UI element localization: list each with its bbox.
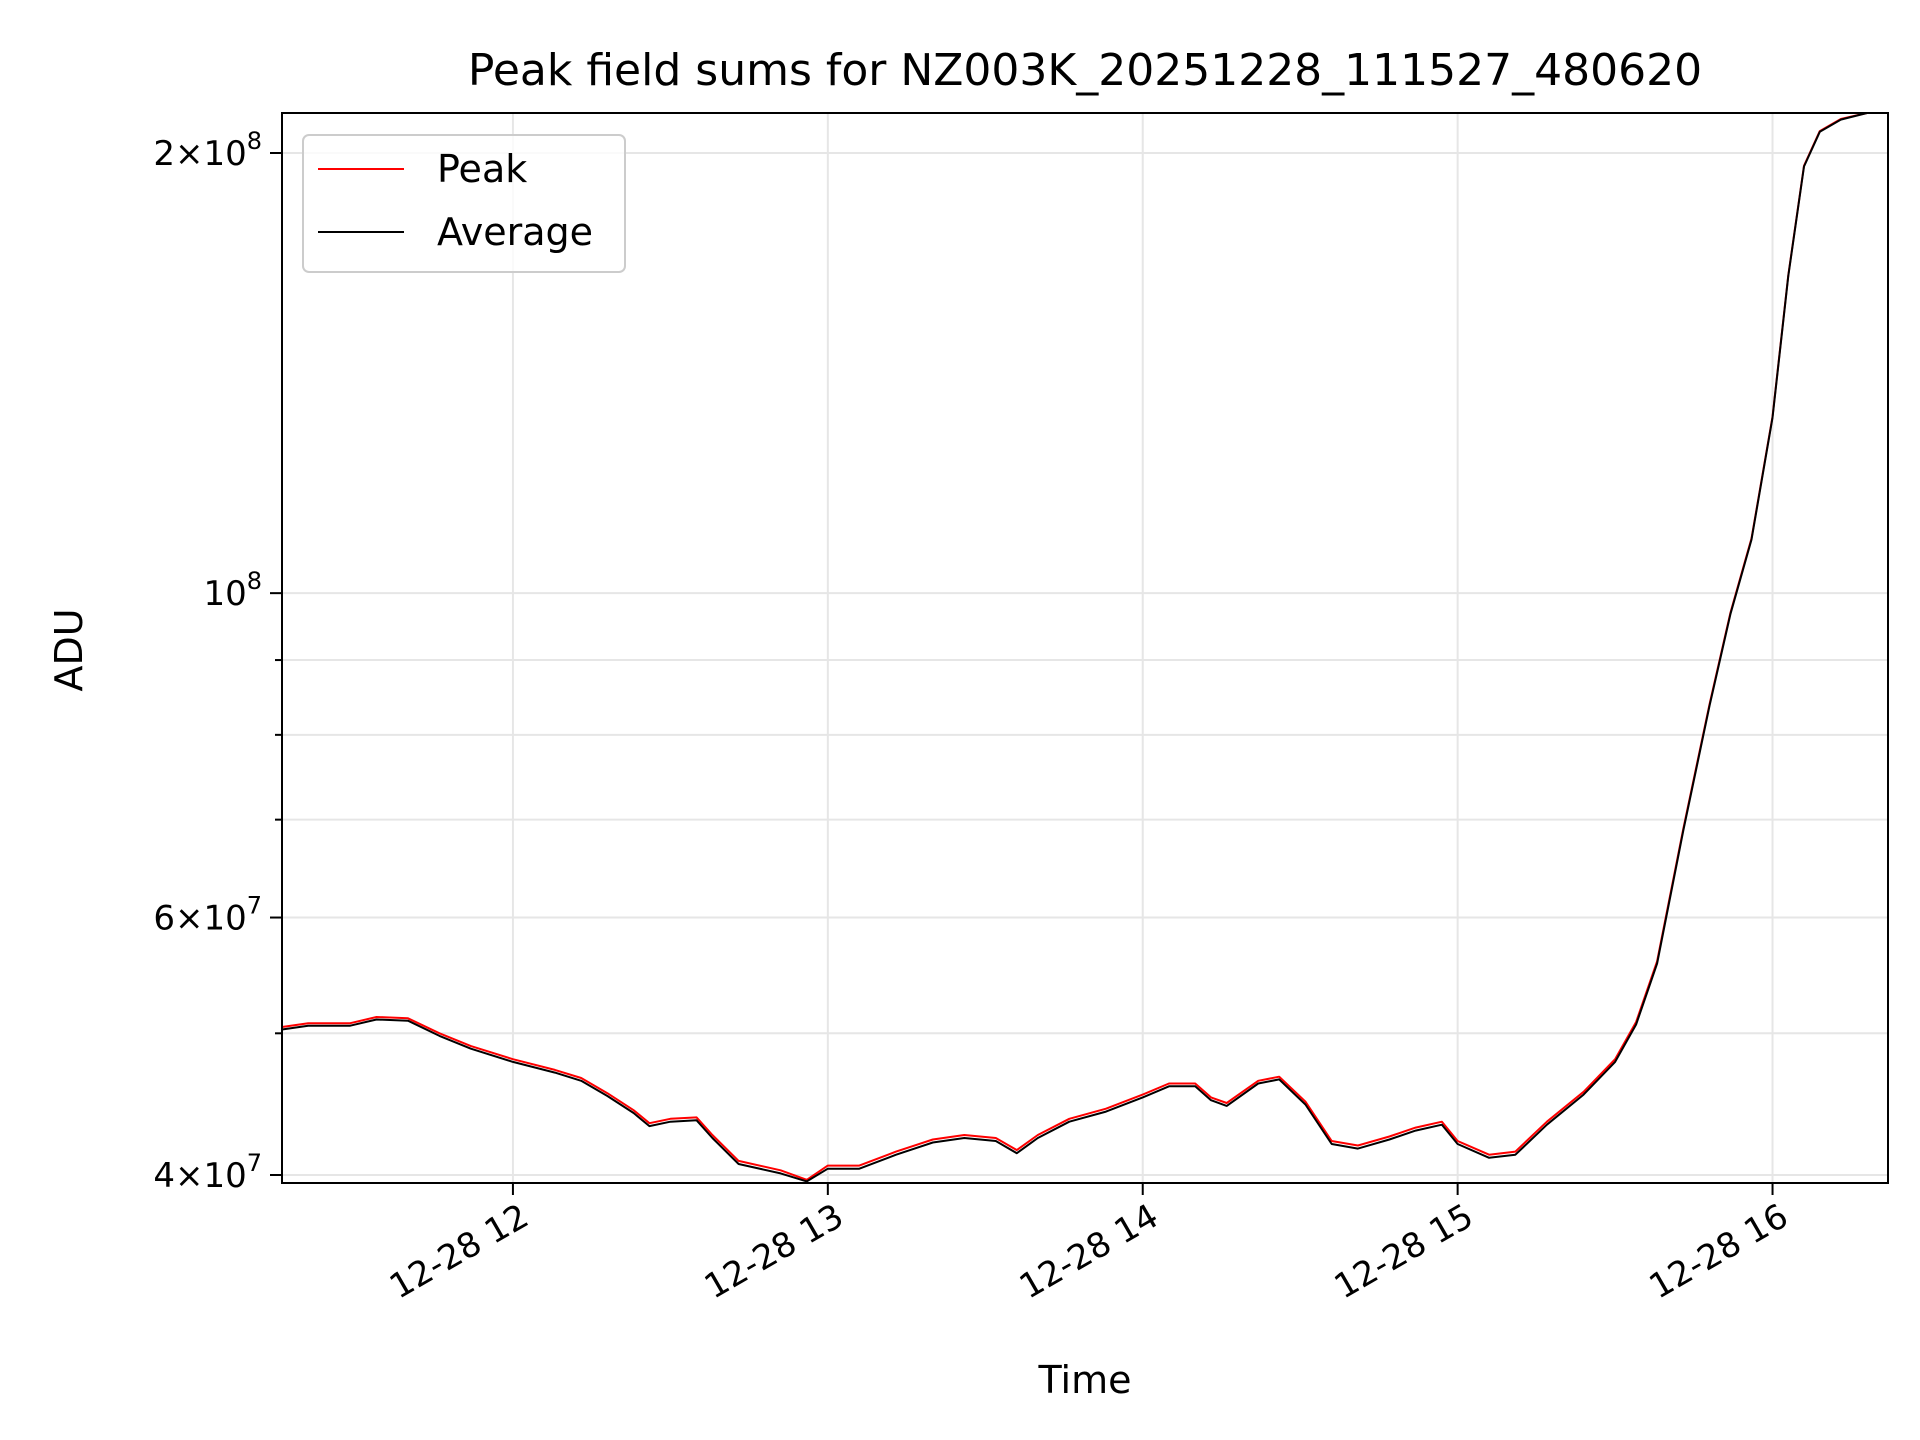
x-tick-label: 12-28 13 <box>698 1196 850 1307</box>
y-tick-label: 2×108 <box>153 127 262 174</box>
plot-frame <box>281 112 1889 1184</box>
y-tick-label: 6×107 <box>153 892 262 939</box>
series-line-average <box>281 112 1868 1183</box>
x-tick-label: 12-28 14 <box>1013 1196 1165 1307</box>
y-axis: 4×107 6×107 108 2×108 <box>153 127 282 1196</box>
x-tick-label: 12-28 15 <box>1328 1196 1480 1307</box>
x-tick-label: 12-28 16 <box>1643 1196 1795 1307</box>
y-tick-label: 108 <box>203 567 262 614</box>
series-line-peak <box>281 112 1868 1181</box>
legend-label-average: Average <box>437 210 593 254</box>
grid-lines <box>282 113 1888 1183</box>
y-tick-label: 4×107 <box>153 1149 262 1196</box>
chart-title: Peak field sums for NZ003K_20251228_1115… <box>468 45 1702 96</box>
x-axis: 12-28 12 12-28 13 12-28 14 12-28 15 12-28 16 <box>383 1183 1795 1307</box>
y-axis-label: ADU <box>47 608 91 691</box>
x-tick-label: 12-28 12 <box>383 1196 535 1307</box>
legend-label-peak: Peak <box>437 147 527 191</box>
x-axis-label: Time <box>1038 1358 1132 1402</box>
series-layer <box>281 112 1868 1183</box>
legend: Peak Average <box>302 134 626 273</box>
